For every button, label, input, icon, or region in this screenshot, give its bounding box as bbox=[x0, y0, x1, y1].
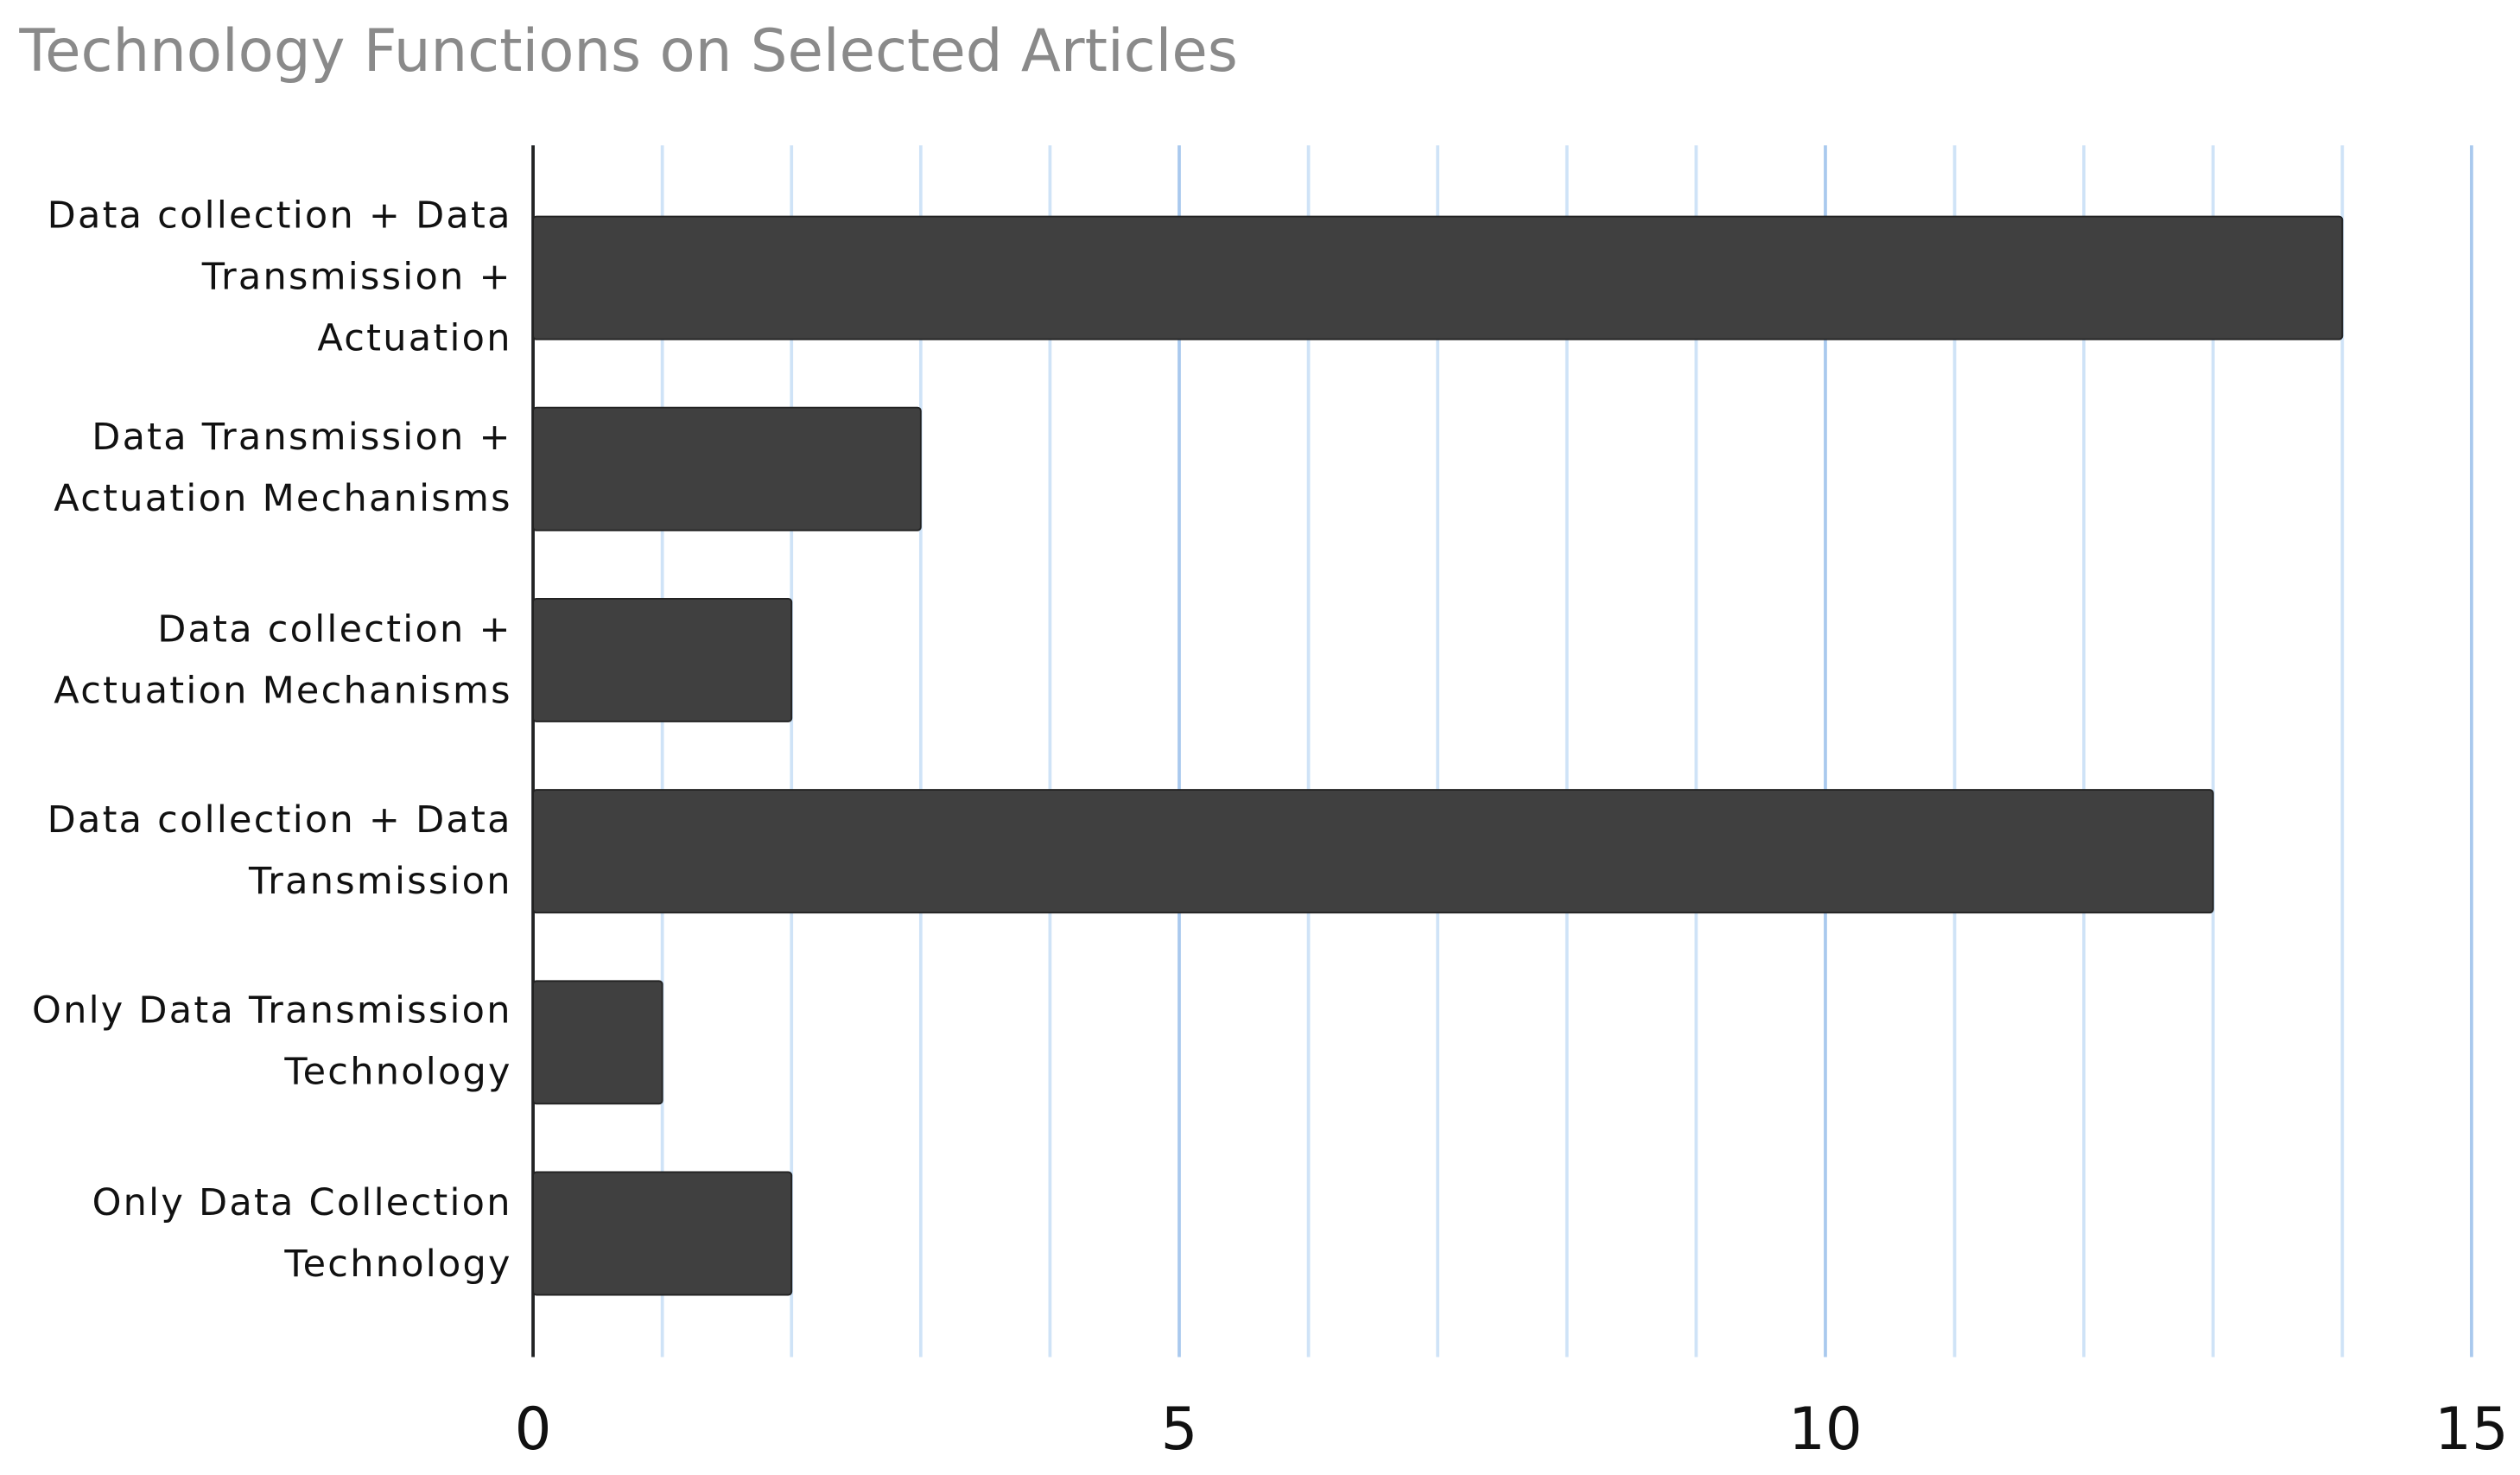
y-tick-label-wrap: Data collection + Actuation Mechanisms bbox=[16, 565, 512, 756]
y-tick-label: Data Transmission + Actuation Mechanisms bbox=[54, 416, 512, 521]
x-tick-label: 0 bbox=[515, 1396, 552, 1463]
bar bbox=[532, 789, 2214, 914]
y-tick-label-box: Data collection + Data Transmission + Ac… bbox=[16, 182, 512, 373]
y-tick-label: Data collection + Actuation Mechanisms bbox=[54, 608, 512, 712]
y-tick-label-box: Only Data Transmission Technology bbox=[16, 947, 512, 1138]
y-tick-label-box: Data collection + Data Transmission bbox=[16, 756, 512, 947]
y-tick-label-wrap: Data collection + Data Transmission bbox=[16, 756, 512, 947]
y-tick-label: Only Data Transmission Technology bbox=[32, 990, 512, 1095]
x-tick-label: 10 bbox=[1788, 1396, 1863, 1463]
x-tick-label: 5 bbox=[1161, 1396, 1198, 1463]
bar bbox=[532, 406, 922, 531]
y-tick-label-box: Data Transmission + Actuation Mechanisms bbox=[16, 373, 512, 564]
y-tick-label: Only Data Collection Technology bbox=[92, 1181, 512, 1286]
y-tick-label-wrap: Data Transmission + Actuation Mechanisms bbox=[16, 373, 512, 564]
y-tick-label-wrap: Only Data Collection Technology bbox=[16, 1138, 512, 1329]
x-tick-label: 15 bbox=[2434, 1396, 2509, 1463]
bar bbox=[532, 980, 663, 1105]
y-tick-label-wrap: Data collection + Data Transmission + Ac… bbox=[16, 182, 512, 373]
y-tick-label-box: Data collection + Actuation Mechanisms bbox=[16, 565, 512, 756]
bar bbox=[532, 215, 2344, 340]
y-tick-label: Data collection + Data Transmission bbox=[47, 799, 512, 903]
y-tick-label-wrap: Only Data Transmission Technology bbox=[16, 947, 512, 1138]
bar bbox=[532, 597, 793, 722]
y-tick-label: Data collection + Data Transmission + Ac… bbox=[47, 195, 512, 360]
chart-title: Technology Functions on Selected Article… bbox=[18, 17, 1237, 85]
y-tick-label-box: Only Data Collection Technology bbox=[16, 1138, 512, 1329]
bar bbox=[532, 1171, 793, 1296]
